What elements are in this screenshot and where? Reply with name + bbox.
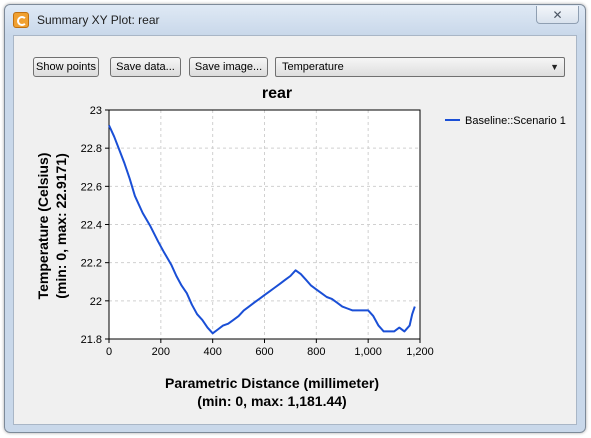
x-tick-label: 800 (307, 346, 325, 358)
x-tick-label: 600 (255, 346, 273, 358)
y-axis-sublabel: (min: 0, max: 22.9171) (53, 153, 69, 299)
x-tick-label: 1,000 (354, 346, 382, 358)
xy-chart: rear 0 200 400 600 800 1,000 1,200 21.8 22 22.2 22… (35, 85, 566, 409)
title-bar[interactable]: Summary XY Plot: rear ✕ (5, 5, 585, 35)
x-axis-sublabel: (min: 0, max: 1,181.44) (197, 393, 346, 409)
x-tick-label: 1,200 (406, 346, 434, 358)
y-tick-label: 22 (90, 296, 102, 308)
y-tick-label: 22.8 (81, 143, 102, 155)
variable-select-value: Temperature (282, 61, 344, 73)
grid-lines (108, 109, 421, 340)
y-tick-label: 21.8 (81, 334, 102, 346)
legend-label: Baseline::Scenario 1 (465, 115, 566, 127)
series-lines (108, 124, 416, 335)
legend: Baseline::Scenario 1 (445, 115, 566, 127)
close-button[interactable]: ✕ (536, 6, 579, 24)
plot-window: Summary XY Plot: rear ✕ Show points Save… (4, 4, 586, 433)
axis-ticks: 0 200 400 600 800 1,000 1,200 21.8 22 22.2 22.4 22.… (81, 105, 434, 358)
show-points-button[interactable]: Show points (33, 57, 99, 77)
x-tick-label: 0 (106, 346, 112, 358)
chart-title: rear (262, 85, 292, 102)
y-tick-label: 23 (90, 105, 102, 117)
plot-panel: Show points Save data... Save image... T… (13, 35, 577, 425)
chevron-down-icon: ▼ (550, 62, 559, 72)
save-data-button[interactable]: Save data... (110, 57, 181, 77)
window-title: Summary XY Plot: rear (37, 13, 160, 27)
x-tick-label: 200 (152, 346, 170, 358)
x-axis-label: Parametric Distance (millimeter) (165, 375, 379, 391)
series-line-baseline-scenario-1 (108, 124, 416, 335)
save-image-button[interactable]: Save image... (189, 57, 268, 77)
close-icon: ✕ (552, 7, 563, 22)
y-tick-label: 22.4 (81, 220, 102, 232)
variable-select[interactable]: Temperature ▼ (275, 57, 565, 77)
x-tick-label: 400 (203, 346, 221, 358)
y-tick-label: 22.6 (81, 181, 102, 193)
y-tick-label: 22.2 (81, 258, 102, 270)
y-axis-label: Temperature (Celsius) (35, 153, 51, 300)
app-logo-icon (13, 12, 29, 28)
